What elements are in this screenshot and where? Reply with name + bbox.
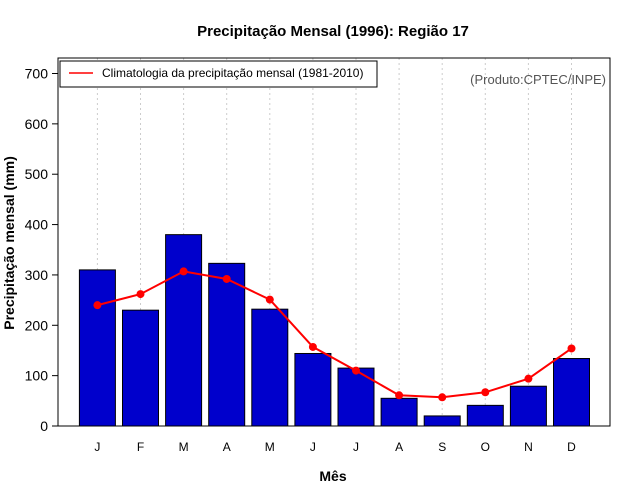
climatology-point — [222, 274, 231, 283]
y-tick-label: 100 — [25, 368, 49, 384]
climatology-line — [97, 270, 573, 399]
bar — [509, 385, 547, 427]
legend: Climatologia da precipitação mensal (198… — [59, 60, 378, 88]
bar — [423, 415, 461, 427]
x-tick-label: M — [265, 440, 275, 454]
bar — [251, 308, 289, 427]
y-tick-label: 200 — [25, 317, 49, 333]
bar — [380, 397, 418, 427]
x-tick-label: J — [353, 440, 359, 454]
climatology-point — [136, 290, 145, 299]
x-tick-label: N — [524, 440, 533, 454]
y-axis: 0 100 200 300 400 500 600 700 — [25, 66, 58, 434]
bar — [78, 269, 116, 427]
legend-box — [59, 60, 378, 88]
bar-series — [78, 234, 590, 427]
climatology-point — [524, 374, 533, 383]
bar — [122, 309, 159, 427]
climatology-point — [179, 267, 188, 276]
x-tick-label: D — [567, 440, 576, 454]
x-tick-label: S — [438, 440, 446, 454]
climatology-series — [93, 267, 576, 402]
bar — [294, 352, 332, 427]
climatology-point — [352, 366, 360, 375]
bar — [165, 234, 203, 427]
x-tick-label: F — [137, 440, 144, 454]
climatology-point — [481, 388, 490, 397]
y-tick-label: 0 — [40, 418, 48, 434]
y-tick-label: 500 — [25, 166, 49, 182]
y-tick-label: 300 — [25, 267, 49, 283]
credit-annotation: (Produto:CPTEC/INPE) — [470, 72, 606, 87]
bar — [466, 404, 504, 427]
climatology-point — [438, 393, 447, 402]
y-tick-label: 400 — [25, 217, 49, 233]
x-axis-title: Mês — [319, 468, 346, 484]
x-tick-label: A — [395, 440, 403, 454]
x-tick-label: J — [310, 440, 316, 454]
climatology-point — [567, 344, 576, 353]
bar — [553, 358, 590, 427]
climatology-point — [93, 301, 102, 310]
climatology-point — [395, 391, 404, 400]
plot-frame — [57, 57, 611, 427]
chart-title: Precipitação Mensal (1996): Região 17 — [197, 23, 469, 40]
x-tick-label: O — [481, 440, 490, 454]
x-tick-label: J — [94, 440, 100, 454]
climatology-point — [308, 342, 317, 351]
x-tick-label: A — [223, 440, 231, 454]
y-tick-label: 700 — [25, 66, 49, 82]
bar — [208, 262, 246, 427]
y-axis-title: Precipitação mensal (mm) — [1, 156, 17, 330]
y-tick-label: 600 — [25, 116, 49, 132]
climatology-point — [265, 295, 274, 304]
legend-entry-climatology: Climatologia da precipitação mensal (198… — [102, 66, 363, 80]
x-tick-label: M — [179, 440, 189, 454]
